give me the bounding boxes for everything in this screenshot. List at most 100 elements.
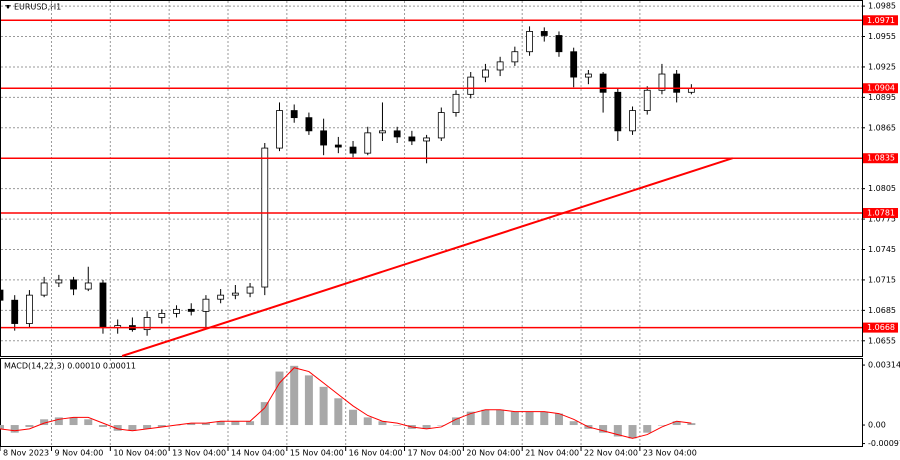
level-label: 1.0835: [867, 154, 895, 163]
candle-body: [349, 146, 357, 154]
y-tick-label: 0.00314: [868, 361, 900, 370]
y-tick-label: -0.00097: [868, 439, 900, 448]
level-label: 1.0971: [867, 16, 895, 25]
level-label-box: [863, 83, 898, 94]
candle-body: [99, 282, 107, 329]
candle-body: [658, 73, 666, 91]
x-tick-label: 9 Nov 04:00: [54, 449, 103, 458]
macd-bar: [452, 417, 461, 426]
macd-bar: [40, 419, 49, 426]
level-label: 1.0781: [867, 208, 895, 217]
candle-body: [231, 292, 239, 296]
candle-body: [629, 110, 636, 132]
macd-bar: [437, 425, 446, 426]
y-tick-label: 1.0925: [868, 62, 896, 71]
x-tick-label: 13 Nov 04:00: [172, 449, 226, 458]
candle-body: [584, 73, 592, 78]
y-tick-label: 1.0655: [868, 336, 896, 345]
y-tick-label: 1.0685: [868, 306, 896, 315]
x-tick-label: 16 Nov 04:00: [349, 449, 403, 458]
candle-body: [290, 110, 298, 119]
macd-bar: [687, 423, 696, 426]
symbol-title: EURUSD,H1: [14, 3, 61, 12]
macd-bar: [643, 425, 652, 433]
level-label-box: [863, 15, 898, 26]
macd-bar: [113, 425, 122, 431]
macd-bar: [290, 365, 299, 426]
macd-title: MACD(14,22,3) 0.00010 0.00011: [4, 362, 136, 371]
macd-bar: [260, 402, 269, 426]
candle-body: [173, 308, 180, 314]
macd-bar: [0, 425, 4, 429]
candle-body: [55, 279, 63, 284]
macd-bar: [554, 413, 563, 426]
candle-body: [217, 294, 225, 300]
macd-bar: [54, 417, 63, 426]
candle-body: [614, 91, 622, 132]
candle-body: [570, 51, 578, 78]
y-tick-label: 0.00: [868, 421, 886, 430]
macd-bar: [10, 425, 19, 433]
candle-body: [261, 147, 269, 288]
macd-bar: [481, 409, 490, 426]
macd-bar: [540, 411, 549, 426]
candle-body: [511, 51, 519, 63]
macd-bar: [201, 423, 210, 426]
macd-bar: [187, 423, 196, 426]
candle-body: [423, 137, 430, 142]
macd-bar: [510, 411, 519, 426]
candle-body: [246, 286, 254, 294]
candle-body: [496, 61, 504, 71]
level-label-box: [863, 322, 898, 333]
y-tick-label: 1.0745: [868, 245, 896, 254]
y-tick-label: 1.0805: [868, 184, 896, 193]
candle-body: [437, 112, 445, 139]
candle-body: [26, 294, 33, 324]
candle-body: [643, 89, 651, 111]
candle-body: [305, 117, 313, 132]
candle-body: [673, 73, 681, 93]
macd-bar: [378, 421, 387, 426]
x-tick-label: 22 Nov 04:00: [584, 449, 638, 458]
macd-bar: [304, 375, 313, 426]
candle-body: [320, 130, 328, 146]
level-label: 1.0904: [867, 84, 895, 93]
candle-body: [599, 73, 607, 93]
y-tick-label: 1.0895: [868, 93, 896, 102]
candle-body: [467, 76, 475, 95]
macd-bar: [275, 371, 284, 426]
macd-bar: [393, 425, 402, 426]
macd-bar: [319, 386, 328, 426]
candle-body: [276, 110, 283, 149]
y-tick-label: 1.0865: [868, 123, 896, 132]
macd-bar: [246, 421, 255, 426]
candle-body: [187, 308, 195, 312]
candle-body: [143, 317, 151, 331]
macd-bar: [231, 421, 240, 426]
macd-bar: [569, 421, 578, 426]
macd-bar: [157, 425, 166, 427]
x-tick-label: 14 Nov 04:00: [231, 449, 285, 458]
candle-body: [364, 132, 372, 154]
macd-bar: [69, 417, 78, 426]
candle-body: [202, 298, 210, 312]
macd-bar: [657, 425, 666, 426]
candle-body: [540, 31, 548, 36]
macd-bar: [143, 425, 152, 429]
level-label-box: [863, 153, 898, 164]
candle-body: [84, 282, 92, 290]
y-tick-label: 1.0775: [868, 215, 896, 224]
macd-bar: [672, 421, 681, 426]
macd-bar: [525, 411, 534, 426]
x-tick-label: 8 Nov 2023: [3, 449, 49, 458]
candle-body: [70, 279, 77, 290]
candle-body: [158, 313, 166, 318]
candle-body: [11, 299, 19, 324]
x-tick-label: 21 Nov 04:00: [525, 449, 579, 458]
main-panel-frame: [0, 0, 863, 357]
macd-panel-frame: [0, 358, 863, 447]
candle-body: [379, 130, 386, 134]
trend-line: [121, 157, 733, 357]
